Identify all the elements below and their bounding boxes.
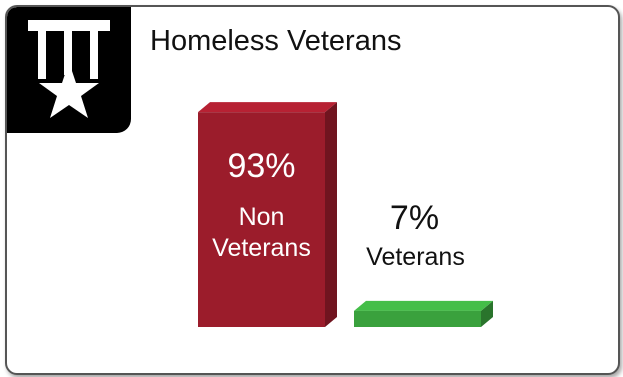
category-label-non-veterans: Non <box>239 203 285 231</box>
bar-non-veterans-top <box>198 102 337 113</box>
bar-veterans-top <box>354 300 493 311</box>
data-label-veterans: 7% <box>390 199 439 237</box>
bar-non-veterans <box>198 112 325 327</box>
medal-star-icon <box>28 20 110 118</box>
bar-non-veterans-side <box>325 102 337 327</box>
data-label-non-veterans: 93% <box>227 147 295 185</box>
category-label-veterans: Veterans <box>366 243 465 271</box>
chart-title: Homeless Veterans <box>150 25 402 57</box>
veteran-medal-badge <box>7 7 131 133</box>
bar-veterans-side <box>481 300 493 327</box>
bar-veterans <box>354 310 481 327</box>
category-label-non-veterans: Veterans <box>212 234 311 262</box>
